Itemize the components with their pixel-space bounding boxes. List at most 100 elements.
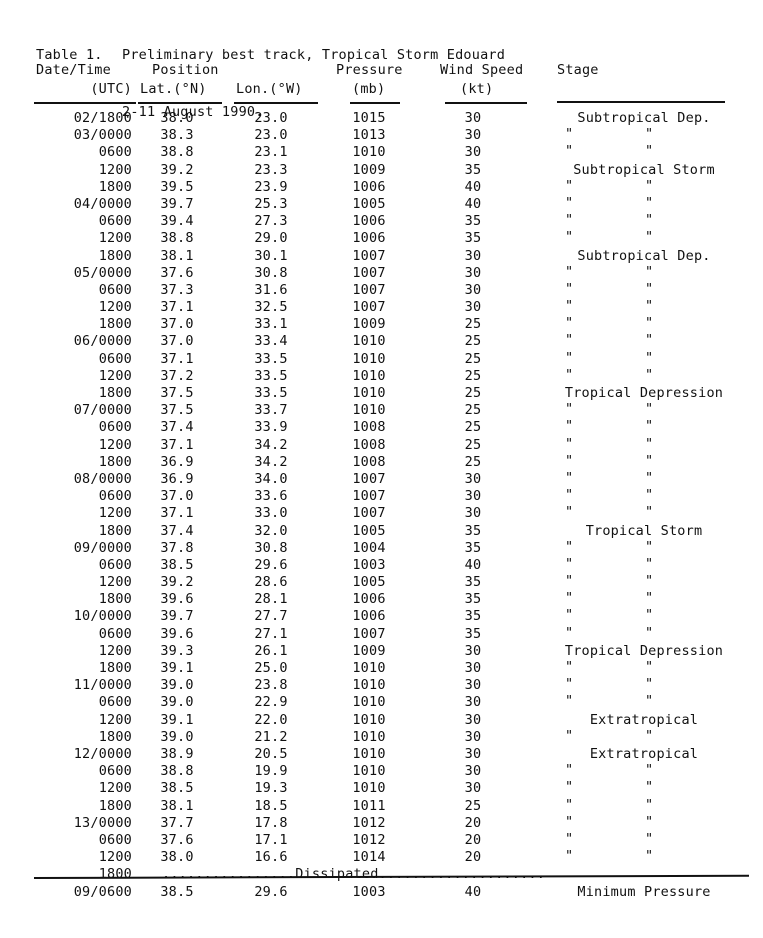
cell-date-time: 1200	[98, 299, 132, 316]
column-header-stage: Stage	[557, 62, 599, 78]
cell-date-time: 1800	[98, 866, 132, 883]
ditto-mark-left: "	[565, 177, 574, 194]
cell-latitude: 39.1	[160, 711, 194, 728]
cell-longitude: 28.6	[254, 574, 288, 591]
cell-date-time: 07/0000	[73, 402, 132, 419]
cell-pressure: 1008	[352, 419, 386, 436]
table-row: 0600 38.8 23.1 1010 30 " "	[0, 143, 763, 161]
cell-date-time: 0600	[98, 213, 132, 230]
ditto-mark-right: "	[645, 469, 654, 486]
cell-wind-speed: 30	[464, 780, 482, 797]
cell-stage: Tropical Depression	[564, 385, 724, 401]
cell-longitude: 30.8	[254, 539, 288, 556]
column-subheader-longitude: Lon.(°W)	[236, 81, 303, 97]
ditto-mark-left: "	[565, 487, 574, 504]
ditto-mark-right: "	[645, 263, 654, 280]
ditto-mark-left: "	[565, 796, 574, 813]
cell-longitude: 17.8	[254, 814, 288, 831]
cell-pressure: 1010	[352, 402, 386, 419]
cell-date-time: 0600	[98, 419, 132, 436]
table-row: 1800 39.1 25.0 1010 30 " "	[0, 659, 763, 677]
cell-wind-speed: 30	[464, 247, 482, 264]
cell-longitude: 29.6	[254, 556, 288, 573]
table-row: 1200 38.8 29.0 1006 35 " "	[0, 229, 763, 247]
cell-pressure: 1009	[352, 642, 386, 659]
cell-latitude: 38.9	[160, 745, 194, 762]
cell-pressure: 1010	[352, 367, 386, 384]
cell-dissipated-notice: ................Dissipated..............…	[162, 866, 546, 883]
table-row: 1200 39.3 26.1 1009 30 Tropical Depression	[0, 643, 763, 660]
table-row: 09/0000 37.8 30.8 1004 35 " "	[0, 538, 763, 557]
table-row: 1800 38.1 18.5 1011 25 " "	[0, 796, 763, 815]
table-row: 0600 37.4 33.9 1008 25 " "	[0, 418, 763, 436]
cell-wind-speed: 30	[464, 694, 482, 711]
cell-pressure: 1005	[352, 195, 386, 212]
header-rule-millibars	[350, 102, 400, 104]
column-subheader-latitude: Lat.(°N)	[140, 81, 207, 97]
ditto-mark-right: "	[645, 538, 654, 555]
table-row: 1800 37.4 32.0 1005 35 Tropical Storm	[0, 523, 763, 540]
ditto-mark-left: "	[565, 624, 574, 641]
cell-longitude: 25.3	[254, 195, 288, 212]
column-header-date-time: Date/Time	[36, 62, 111, 78]
cell-wind-speed: 25	[464, 402, 482, 419]
cell-pressure: 1010	[352, 780, 386, 797]
ditto-mark-right: "	[645, 435, 654, 452]
cell-pressure: 1006	[352, 178, 386, 195]
column-header-position: Position	[152, 62, 219, 78]
cell-wind-speed: 30	[464, 505, 482, 522]
cell-latitude: 36.9	[160, 470, 194, 487]
ditto-mark-left: "	[565, 676, 574, 693]
ditto-mark-left: "	[565, 555, 574, 572]
cell-pressure: 1010	[352, 763, 386, 780]
table-row: 1200 37.1 34.2 1008 25 " "	[0, 435, 763, 454]
cell-pressure: 1007	[352, 281, 386, 298]
ditto-mark-left: "	[565, 779, 574, 796]
ditto-mark-right: "	[645, 143, 654, 160]
ditto-mark-left: "	[565, 349, 574, 366]
ditto-mark-right: "	[645, 194, 654, 211]
cell-latitude: 39.6	[160, 591, 194, 608]
cell-pressure: 1003	[352, 556, 386, 573]
ditto-mark-right: "	[645, 590, 654, 607]
cell-date-time: 0600	[98, 350, 132, 367]
cell-pressure: 1006	[352, 591, 386, 608]
cell-longitude: 33.9	[254, 419, 288, 436]
table-row: 0600 37.6 17.1 1012 20 " "	[0, 831, 763, 849]
ditto-mark-right: "	[645, 676, 654, 693]
cell-latitude: 39.0	[160, 728, 194, 745]
cell-wind-speed: 40	[464, 178, 482, 195]
cell-date-time: 1200	[98, 780, 132, 797]
cell-longitude: 23.1	[254, 144, 288, 161]
ditto-mark-left: "	[565, 659, 574, 675]
cell-date-time: 03/0000	[73, 127, 132, 144]
table-row: 03/0000 38.3 23.0 1013 30 " "	[0, 126, 763, 144]
cell-longitude: 34.0	[254, 470, 288, 487]
cell-latitude: 39.2	[160, 574, 194, 591]
cell-wind-speed: 35	[464, 161, 482, 178]
cell-latitude: 39.6	[160, 625, 194, 642]
cell-wind-speed: 35	[464, 539, 482, 556]
table-row: 13/0000 37.7 17.8 1012 20 " "	[0, 813, 763, 832]
ditto-mark-left: "	[565, 813, 574, 830]
cell-stage: Subtropical Dep.	[577, 247, 711, 264]
cell-date-time: 1200	[98, 436, 132, 453]
cell-wind-speed: 35	[464, 213, 482, 230]
cell-wind-speed: 25	[464, 419, 482, 436]
cell-longitude: 32.5	[254, 299, 288, 316]
cell-latitude: 37.0	[160, 316, 194, 333]
ditto-mark-right: "	[645, 607, 654, 624]
cell-latitude: 39.0	[160, 694, 194, 711]
ditto-mark-right: "	[645, 504, 654, 521]
cell-date-time: 0600	[98, 831, 132, 848]
cell-latitude: 37.1	[160, 350, 194, 367]
summary-stage-label: Minimum Pressure	[577, 884, 711, 900]
cell-latitude: 38.5	[160, 556, 194, 573]
cell-latitude: 37.2	[160, 367, 194, 384]
ditto-mark-left: "	[565, 298, 574, 315]
summary-wind-speed: 40	[464, 884, 482, 900]
cell-date-time: 0600	[98, 144, 132, 161]
cell-wind-speed: 20	[464, 831, 482, 848]
ditto-mark-right: "	[645, 366, 654, 383]
